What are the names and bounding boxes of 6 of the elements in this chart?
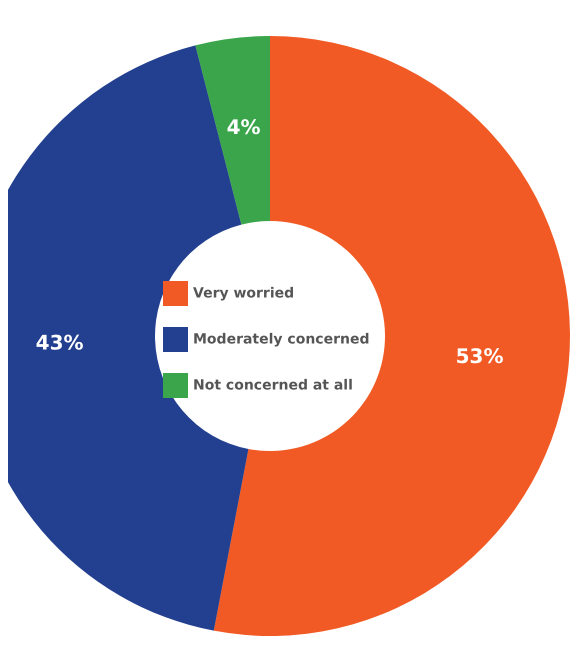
legend-label: Moderately concerned [193, 332, 370, 348]
legend-label: Not concerned at all [193, 378, 353, 394]
data-label: 4% [226, 115, 261, 140]
data-label: 53% [456, 344, 504, 368]
legend-label: Very worried [193, 286, 294, 302]
data-label: 43% [36, 330, 84, 355]
